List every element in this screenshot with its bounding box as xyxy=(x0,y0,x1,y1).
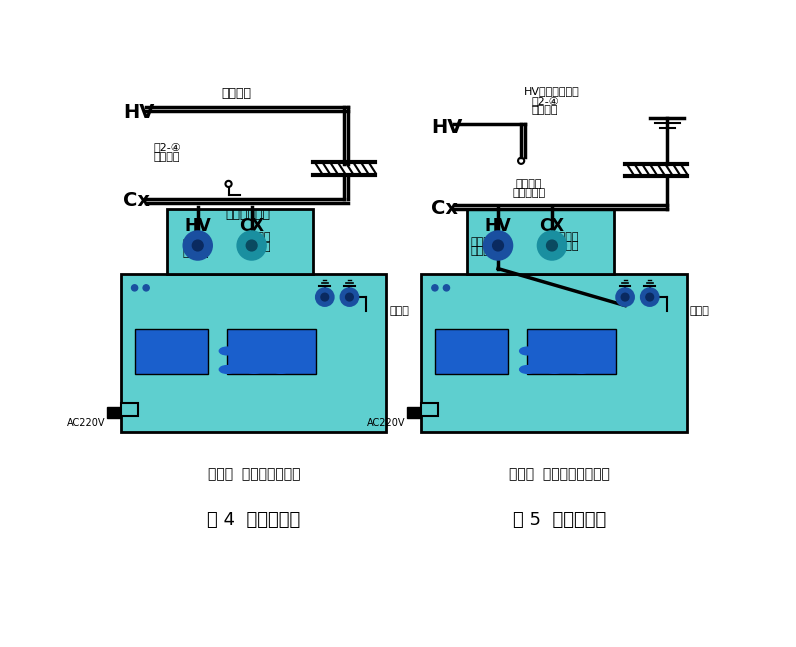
Circle shape xyxy=(143,285,149,291)
Text: 高压电缆: 高压电缆 xyxy=(552,232,579,241)
Bar xyxy=(421,402,438,417)
Text: HV: HV xyxy=(123,103,154,122)
Text: CX: CX xyxy=(540,217,564,236)
Text: 试品低压: 试品低压 xyxy=(244,242,271,252)
Text: 用接地线: 用接地线 xyxy=(471,247,498,256)
Text: 试品高压: 试品高压 xyxy=(552,241,579,251)
Text: 低压测试电缆: 低压测试电缆 xyxy=(225,208,271,221)
Text: 反接法专: 反接法专 xyxy=(471,237,498,247)
Text: AC220V: AC220V xyxy=(67,419,105,428)
Circle shape xyxy=(484,232,512,259)
Circle shape xyxy=(321,293,329,301)
Text: 接大地: 接大地 xyxy=(690,306,710,316)
Ellipse shape xyxy=(273,366,289,373)
Circle shape xyxy=(538,232,566,259)
Circle shape xyxy=(345,293,353,301)
Circle shape xyxy=(131,285,138,291)
Circle shape xyxy=(617,289,634,305)
Ellipse shape xyxy=(547,347,562,355)
Bar xyxy=(467,208,614,274)
Ellipse shape xyxy=(220,347,235,355)
Text: Cx: Cx xyxy=(431,199,458,218)
Ellipse shape xyxy=(246,366,262,373)
Circle shape xyxy=(642,289,658,305)
Bar xyxy=(167,208,314,274)
Circle shape xyxy=(547,240,557,251)
Bar xyxy=(421,274,687,432)
Circle shape xyxy=(246,240,257,251)
Circle shape xyxy=(431,285,438,291)
Text: 图2-④: 图2-④ xyxy=(154,142,181,152)
Bar xyxy=(527,329,616,374)
Text: CX: CX xyxy=(239,217,264,236)
Bar xyxy=(135,329,208,374)
Text: Cx: Cx xyxy=(123,192,150,210)
Text: 低压电缆: 低压电缆 xyxy=(244,232,271,243)
Ellipse shape xyxy=(220,366,235,373)
Circle shape xyxy=(341,289,358,305)
Text: 图 5  反接法接线: 图 5 反接法接线 xyxy=(513,511,607,529)
Text: HV: HV xyxy=(185,217,211,236)
Text: 高压电缆: 高压电缆 xyxy=(221,87,252,100)
Circle shape xyxy=(193,240,203,251)
Text: 试品高压: 试品高压 xyxy=(183,248,209,258)
Circle shape xyxy=(443,285,450,291)
Ellipse shape xyxy=(573,347,589,355)
Ellipse shape xyxy=(520,366,535,373)
Ellipse shape xyxy=(547,366,562,373)
Circle shape xyxy=(184,232,212,259)
Circle shape xyxy=(316,289,334,305)
Bar xyxy=(121,402,138,417)
Text: AC220V: AC220V xyxy=(367,419,406,428)
Bar xyxy=(435,329,508,374)
Ellipse shape xyxy=(273,347,289,355)
Text: 接大地: 接大地 xyxy=(389,306,409,316)
Text: 图2-④: 图2-④ xyxy=(531,96,559,105)
Text: 图 4  正接法接线: 图 4 正接法接线 xyxy=(207,511,301,529)
Circle shape xyxy=(493,240,503,251)
Ellipse shape xyxy=(573,366,589,373)
Bar xyxy=(121,274,386,432)
Bar xyxy=(227,329,315,374)
Text: 高压电缆: 高压电缆 xyxy=(516,179,542,189)
Ellipse shape xyxy=(520,347,535,355)
Circle shape xyxy=(238,232,266,259)
Text: 高压电缆: 高压电缆 xyxy=(183,239,209,248)
Bar xyxy=(408,407,421,418)
Circle shape xyxy=(646,293,654,301)
Text: 接地插孔: 接地插孔 xyxy=(154,152,181,162)
Text: 反接法  测试一端接地设备: 反接法 测试一端接地设备 xyxy=(509,467,610,481)
Text: 屏蔽层悬空: 屏蔽层悬空 xyxy=(513,188,545,198)
Text: HV用专用线连到: HV用专用线连到 xyxy=(524,87,579,96)
Bar xyxy=(107,407,121,418)
Text: 正接法  测试不接地设备: 正接法 测试不接地设备 xyxy=(208,467,300,481)
Ellipse shape xyxy=(246,347,262,355)
Text: HV: HV xyxy=(485,217,511,236)
Circle shape xyxy=(621,293,629,301)
Text: 接地插孔: 接地插孔 xyxy=(531,105,558,115)
Text: HV: HV xyxy=(431,118,462,137)
